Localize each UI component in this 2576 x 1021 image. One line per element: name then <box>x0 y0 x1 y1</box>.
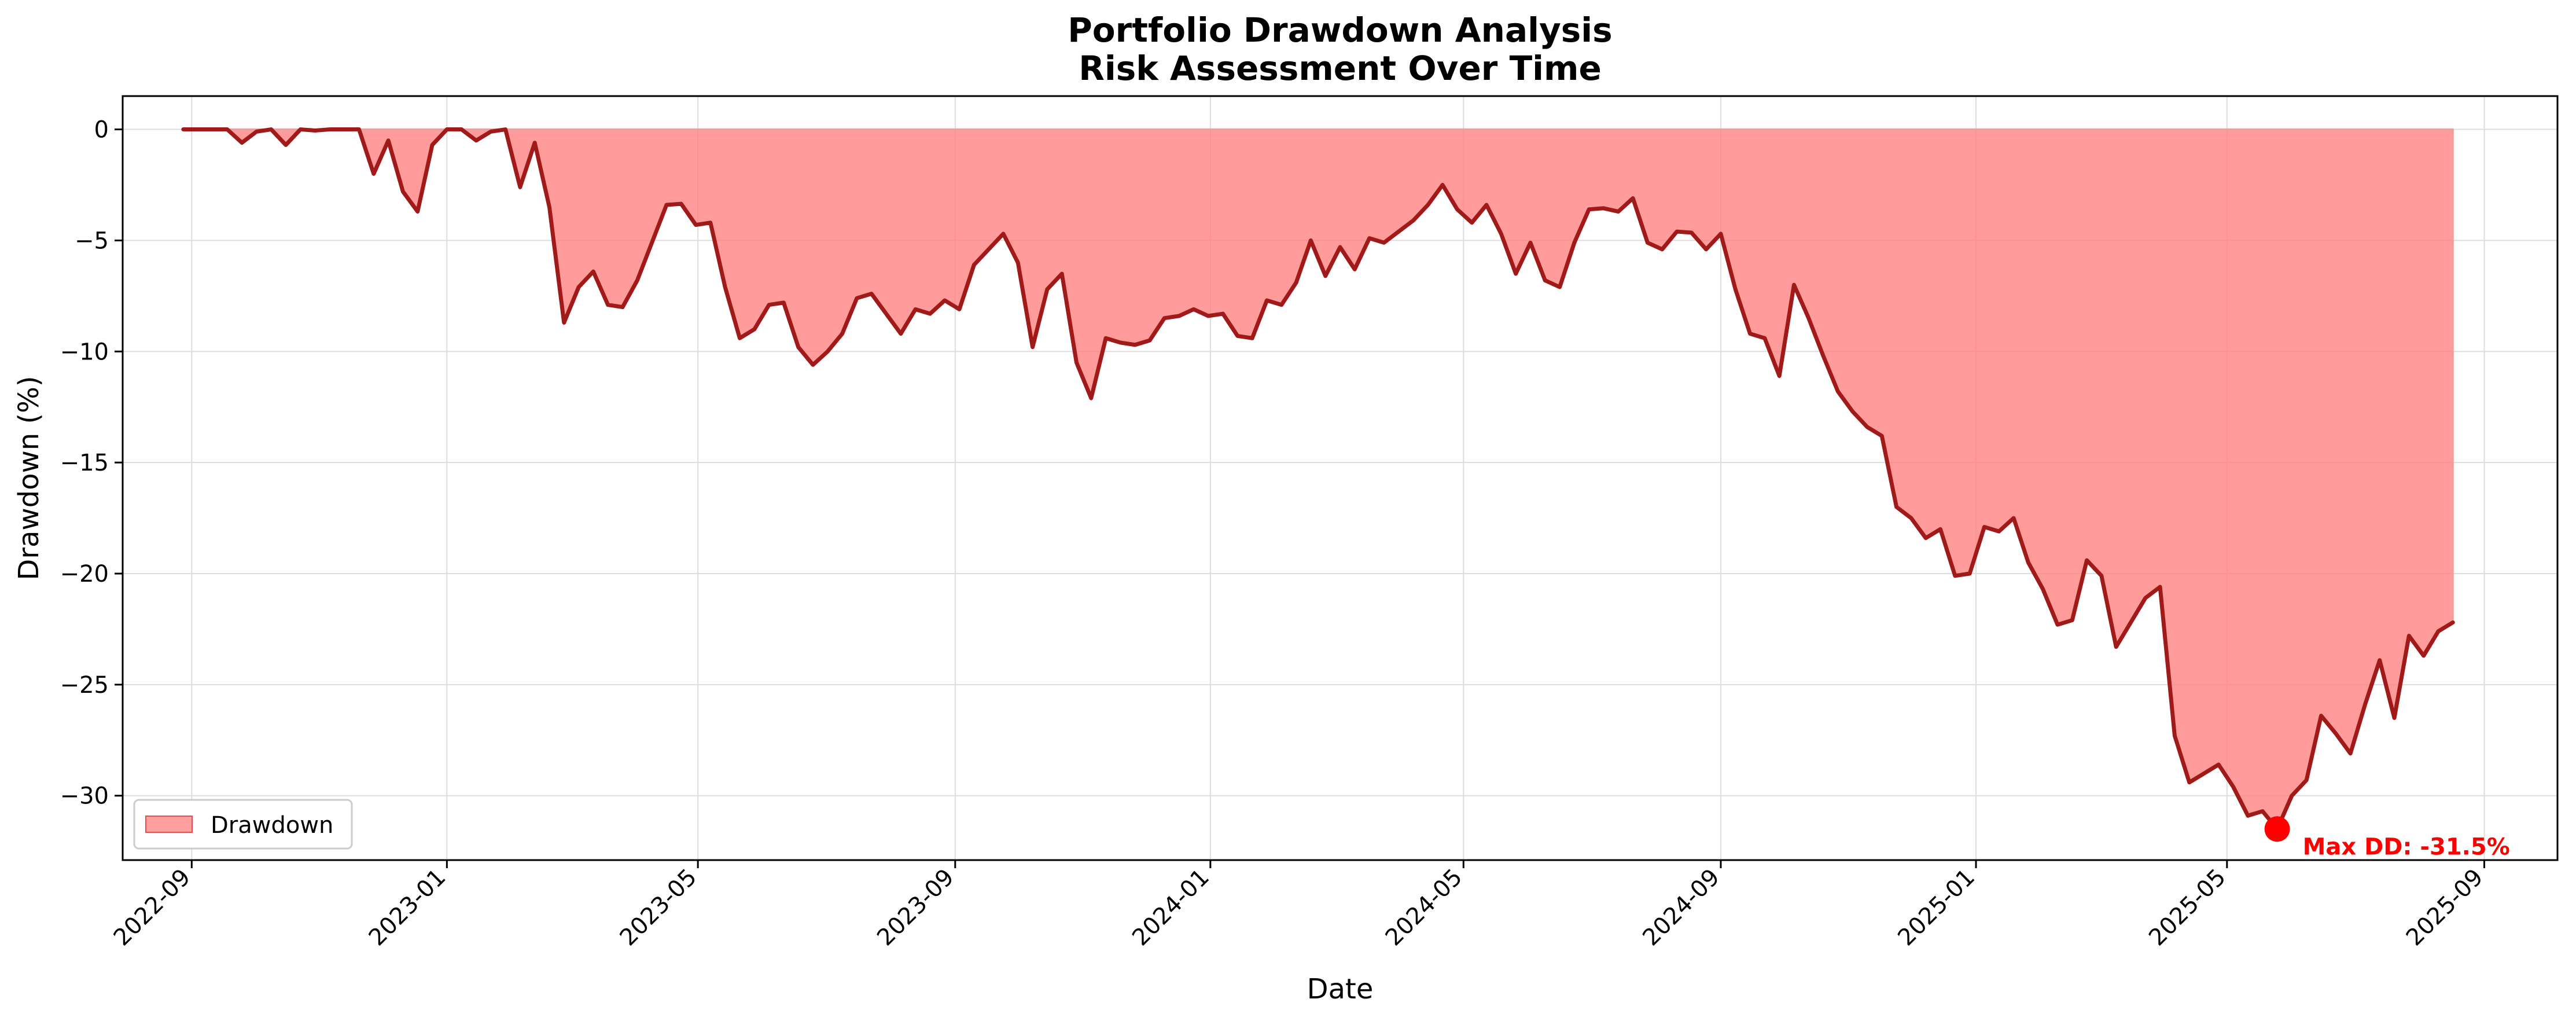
legend-swatch <box>145 816 193 833</box>
y-tick-label: −20 <box>60 561 109 587</box>
y-tick-label: 0 <box>94 117 109 144</box>
x-axis-label: Date <box>1307 973 1374 1005</box>
x-tick-label: 2024-01 <box>1127 864 1215 952</box>
x-tick-label: 2025-01 <box>1893 864 1980 952</box>
y-tick-label: −5 <box>75 227 109 254</box>
y-axis-label: Drawdown (%) <box>13 376 45 580</box>
x-tick-label: 2023-01 <box>364 864 451 952</box>
x-tick-label: 2023-09 <box>872 864 959 952</box>
max-drawdown-marker <box>2264 816 2290 842</box>
drawdown-line <box>181 127 2455 831</box>
y-tick-label: −15 <box>60 450 109 476</box>
plot-frame <box>122 95 2559 861</box>
x-tick-label: 2024-09 <box>1637 864 1725 952</box>
x-tick-label: 2022-09 <box>109 864 196 952</box>
legend-label: Drawdown <box>211 812 333 839</box>
x-tick-label: 2023-05 <box>615 864 702 952</box>
drawdown-area <box>183 128 2454 831</box>
legend-box <box>133 799 353 850</box>
legend: Drawdown <box>133 799 353 850</box>
y-axis-ticks: 0 −5 −10 −15 −20 −25 −30 <box>60 117 123 810</box>
max-drawdown-annotation: Max DD: -31.5% <box>2264 816 2510 860</box>
y-tick-label: −25 <box>60 672 109 699</box>
x-axis-ticks: 2022-09 2023-01 2023-05 2023-09 2024-01 2024-… <box>109 860 2489 951</box>
y-tick-label: −10 <box>60 339 109 365</box>
y-tick-label: −30 <box>60 783 109 810</box>
chart-title: Portfolio Drawdown Analysis <box>1068 10 1612 50</box>
x-tick-label: 2025-09 <box>2401 864 2489 952</box>
chart-subtitle: Risk Assessment Over Time <box>1079 49 1602 88</box>
plot-series <box>181 127 2455 831</box>
max-drawdown-label: Max DD: -31.5% <box>2303 833 2510 860</box>
x-tick-label: 2024-05 <box>1381 864 1468 952</box>
x-tick-label: 2025-05 <box>2144 864 2231 952</box>
